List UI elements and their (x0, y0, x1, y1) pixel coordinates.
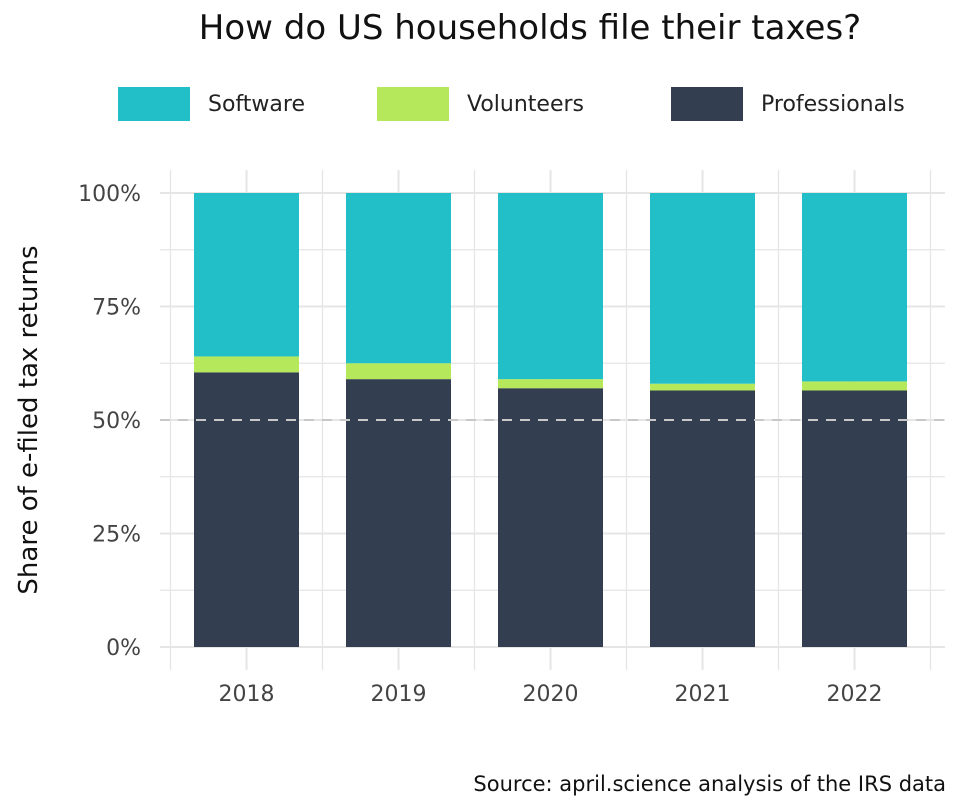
bar-software-2018 (194, 193, 299, 357)
bar-professionals-2020 (498, 388, 603, 647)
y-tick-label: 50% (92, 409, 141, 434)
bar-professionals-2019 (346, 379, 451, 647)
bar-layer (194, 193, 907, 647)
legend-label-software: Software (208, 91, 305, 117)
y-tick-label: 0% (106, 636, 141, 661)
bar-volunteers-2019 (346, 363, 451, 380)
x-tick-label: 2021 (675, 682, 731, 707)
chart-title: How do US households file their taxes? (198, 8, 862, 48)
bar-volunteers-2021 (650, 383, 755, 391)
bar-volunteers-2018 (194, 356, 299, 373)
legend-swatch-volunteers (377, 87, 449, 121)
axis-label-layer: 0% 25% 50% 75% 100% 2018 2019 2020 2021 2022 (78, 182, 882, 707)
legend-item-software: Software (118, 86, 305, 122)
bar-volunteers-2022 (802, 381, 907, 391)
legend-item-professionals: Professionals (671, 86, 905, 122)
bar-professionals-2018 (194, 372, 299, 647)
legend-swatch-professionals (671, 87, 743, 121)
x-tick-label: 2018 (219, 682, 275, 707)
bar-software-2019 (346, 193, 451, 364)
bar-software-2022 (802, 193, 907, 382)
legend-swatch-software (118, 87, 190, 121)
y-tick-label: 75% (92, 296, 141, 321)
x-tick-label: 2019 (371, 682, 427, 707)
source-note: Source: april.science analysis of the IR… (473, 772, 946, 796)
bar-professionals-2021 (650, 390, 755, 647)
bar-software-2021 (650, 193, 755, 384)
bar-software-2020 (498, 193, 603, 380)
bar-volunteers-2020 (498, 379, 603, 389)
y-tick-label: 25% (92, 523, 141, 548)
x-tick-label: 2022 (827, 682, 883, 707)
y-tick-label: 100% (78, 182, 141, 207)
x-tick-label: 2020 (523, 682, 579, 707)
bar-professionals-2022 (802, 390, 907, 647)
legend: Software Volunteers Professionals (0, 86, 962, 122)
legend-item-volunteers: Volunteers (377, 86, 584, 122)
legend-label-professionals: Professionals (761, 91, 905, 117)
legend-label-volunteers: Volunteers (467, 91, 585, 117)
